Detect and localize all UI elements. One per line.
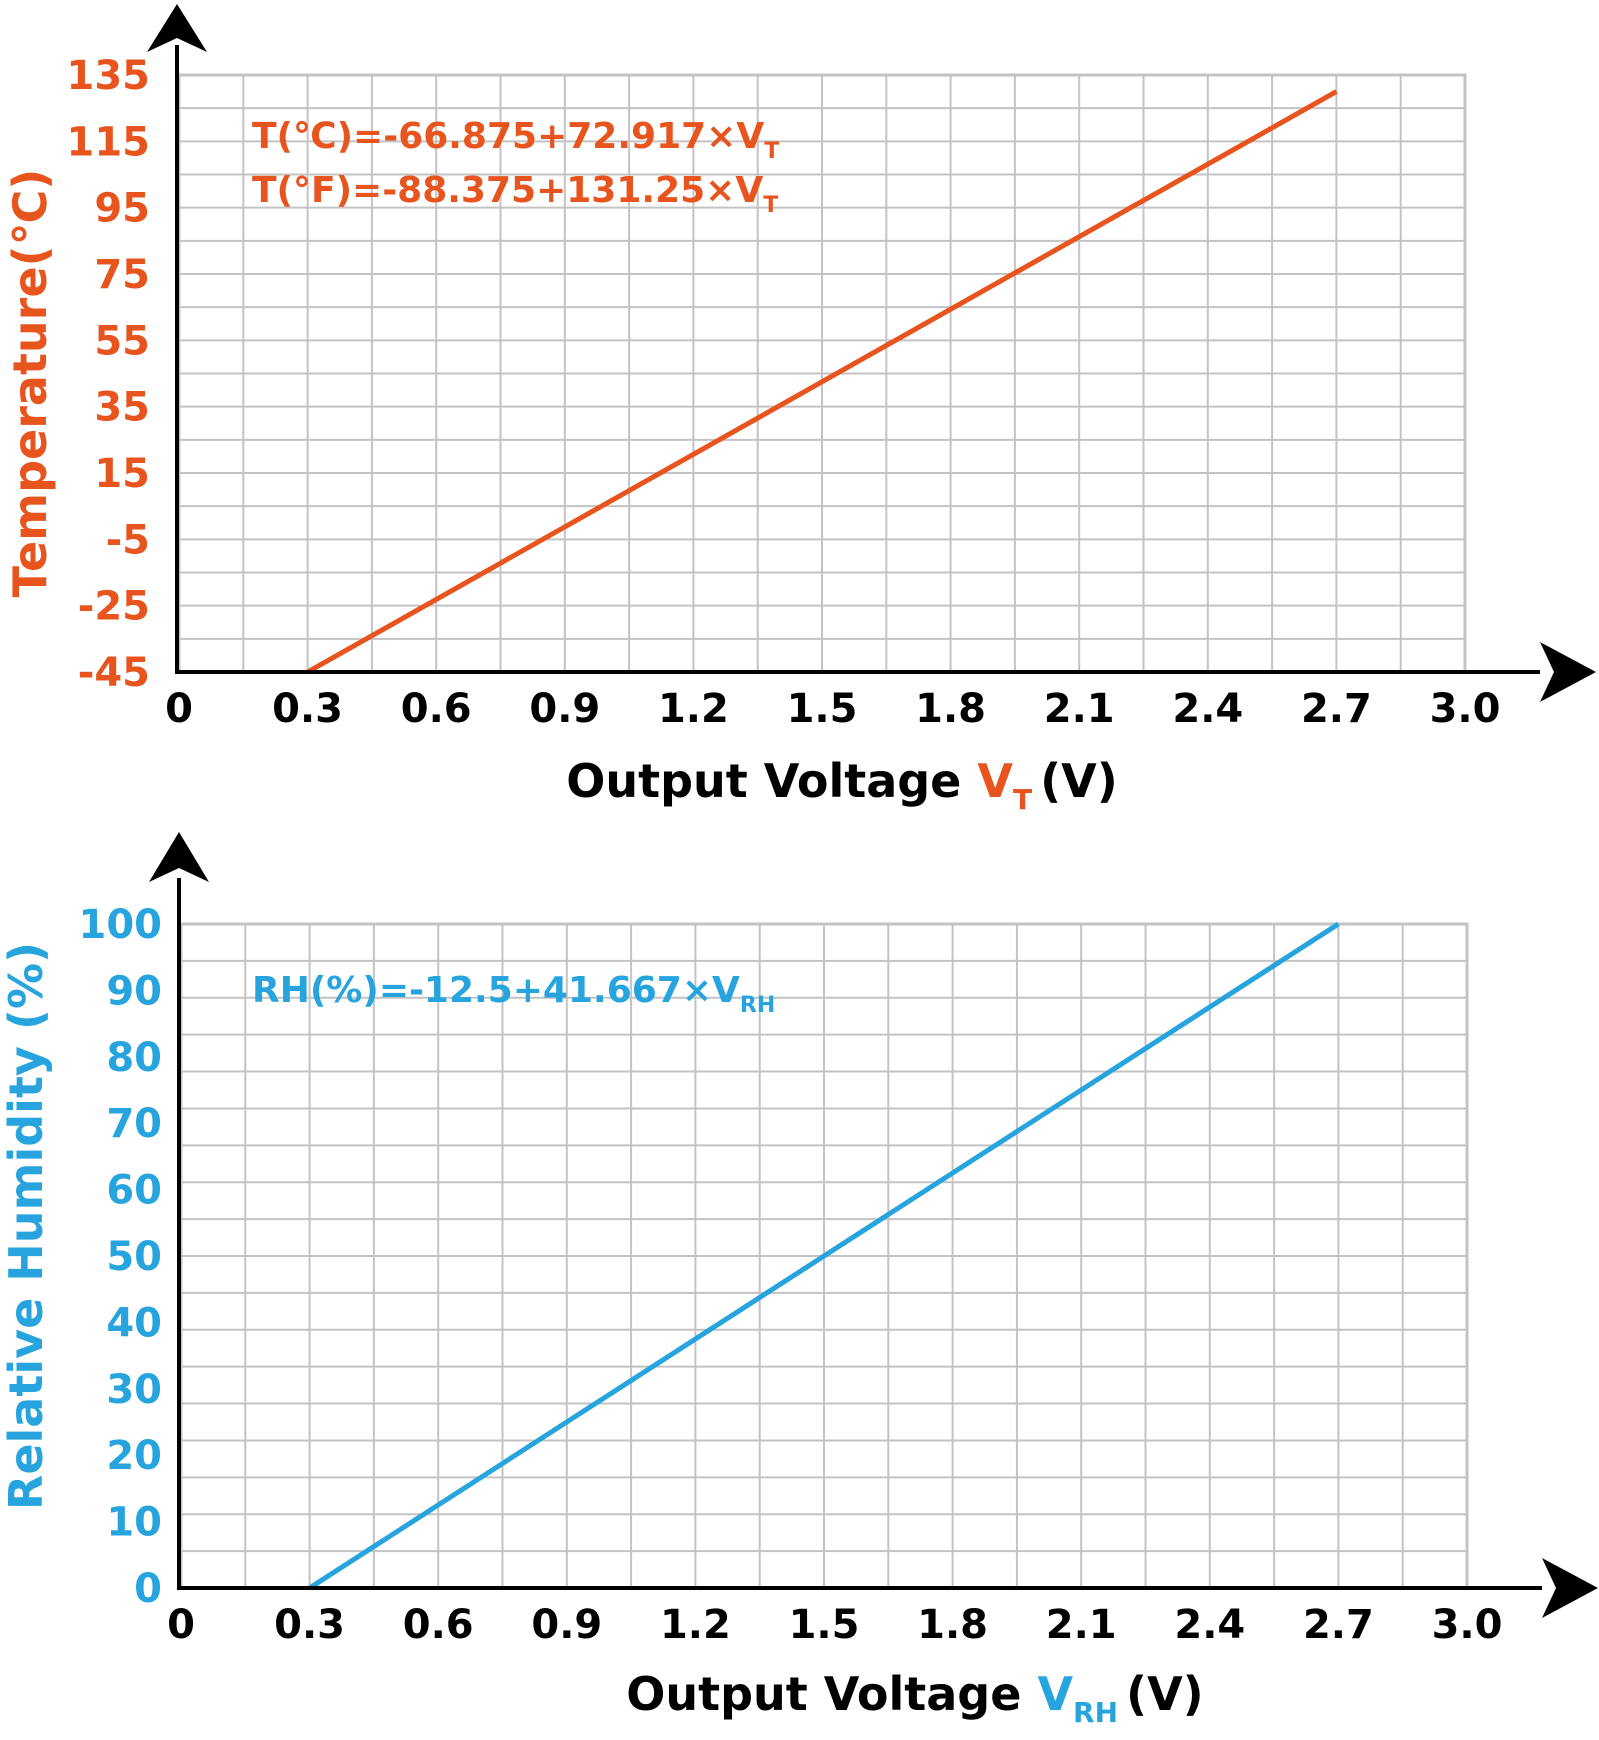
humidity-chart: 0 10 20 30 40 50 60 70 80 90 100 0 0.3 0.6 0.9 1.2 1.5 1… bbox=[0, 832, 1598, 1729]
temperature-y-ticks: -45 -25 -5 15 35 55 75 95 115 135 bbox=[67, 53, 151, 696]
temperature-x-ticks: 0 0.3 0.6 0.9 1.2 1.5 1.8 2.1 2.4 2.7 3.0 bbox=[165, 686, 1500, 732]
temperature-y-axis-label: Temperature(℃) bbox=[3, 169, 57, 598]
temperature-x-tick-label: 0.6 bbox=[401, 686, 472, 732]
temperature-y-tick-label: 15 bbox=[94, 451, 150, 497]
humidity-x-label-sub: RH bbox=[1073, 1696, 1118, 1729]
temperature-chart: -45 -25 -5 15 35 55 75 95 115 135 0 0.3 0.6 0.9 1.2 1.… bbox=[3, 4, 1596, 816]
humidity-y-tick-label: 0 bbox=[134, 1566, 162, 1612]
humidity-y-tick-label: 10 bbox=[106, 1500, 162, 1546]
humidity-x-tick-label: 1.2 bbox=[660, 1602, 731, 1648]
humidity-x-tick-label: 0.3 bbox=[274, 1602, 345, 1648]
temperature-y-tick-label: -5 bbox=[106, 517, 150, 563]
temperature-x-tick-label: 1.5 bbox=[787, 686, 858, 732]
humidity-axes bbox=[149, 832, 1598, 1618]
temperature-y-tick-label: 95 bbox=[94, 186, 150, 232]
temperature-y-tick-label: 115 bbox=[67, 119, 151, 165]
humidity-grid bbox=[181, 924, 1467, 1588]
temperature-annotation-2: T(°F)=-88.375+131.25×VT bbox=[252, 170, 778, 218]
humidity-x-tick-label: 0.6 bbox=[403, 1602, 474, 1648]
humidity-y-axis-label: Relative Humidity (%) bbox=[0, 942, 53, 1510]
humidity-x-label-var: V bbox=[1037, 1667, 1073, 1721]
humidity-y-tick-label: 50 bbox=[106, 1234, 162, 1280]
temperature-x-tick-label: 2.4 bbox=[1172, 686, 1243, 732]
humidity-y-tick-label: 30 bbox=[106, 1367, 162, 1413]
humidity-x-tick-label: 3.0 bbox=[1432, 1602, 1503, 1648]
temperature-x-axis-arrow bbox=[1540, 642, 1596, 702]
temperature-x-tick-label: 2.1 bbox=[1044, 686, 1115, 732]
humidity-annotation-1-sub: RH bbox=[740, 993, 775, 1018]
humidity-y-tick-label: 60 bbox=[106, 1168, 162, 1214]
humidity-annotation-1-main: RH(%)=-12.5+41.667×V bbox=[252, 970, 740, 1011]
temperature-y-tick-label: 35 bbox=[94, 385, 150, 431]
temperature-series-line bbox=[306, 89, 1338, 675]
temperature-annotation-1-main: T(℃)=-66.875+72.917×V bbox=[252, 116, 764, 157]
humidity-y-tick-label: 70 bbox=[106, 1101, 162, 1147]
temperature-y-axis-arrow bbox=[147, 4, 207, 52]
humidity-y-tick-label: 100 bbox=[79, 902, 163, 948]
temperature-x-tick-label: 1.2 bbox=[658, 686, 729, 732]
temperature-x-tick-label: 3.0 bbox=[1430, 686, 1501, 732]
temperature-annotation-1: T(℃)=-66.875+72.917×VT bbox=[252, 116, 779, 164]
temperature-x-label-unit: (V) bbox=[1040, 754, 1118, 808]
temperature-y-tick-label: 75 bbox=[94, 252, 150, 298]
humidity-y-tick-label: 90 bbox=[106, 968, 162, 1014]
temperature-x-label-var: V bbox=[977, 754, 1013, 808]
humidity-x-tick-label: 0.9 bbox=[531, 1602, 602, 1648]
humidity-x-tick-label: 1.5 bbox=[789, 1602, 860, 1648]
humidity-y-tick-label: 80 bbox=[106, 1035, 162, 1081]
temperature-y-tick-label: -25 bbox=[78, 584, 150, 630]
temperature-x-tick-label: 0 bbox=[165, 686, 193, 732]
humidity-x-label-text: Output Voltage bbox=[626, 1667, 1021, 1721]
humidity-x-axis-arrow bbox=[1542, 1558, 1598, 1618]
humidity-x-ticks: 0 0.3 0.6 0.9 1.2 1.5 1.8 2.1 2.4 2.7 3.0 bbox=[167, 1602, 1502, 1648]
humidity-x-tick-label: 2.1 bbox=[1046, 1602, 1117, 1648]
temperature-x-tick-label: 0.3 bbox=[272, 686, 343, 732]
temperature-annotation-2-sub: T bbox=[763, 193, 778, 218]
humidity-y-tick-label: 20 bbox=[106, 1433, 162, 1479]
temperature-x-tick-label: 0.9 bbox=[529, 686, 600, 732]
humidity-x-label-unit: (V) bbox=[1126, 1667, 1204, 1721]
temperature-x-label-text: Output Voltage bbox=[566, 754, 961, 808]
humidity-x-tick-label: 1.8 bbox=[917, 1602, 988, 1648]
humidity-x-axis-label: Output Voltage VRH (V) bbox=[626, 1667, 1203, 1729]
humidity-y-tick-label: 40 bbox=[106, 1300, 162, 1346]
temperature-x-axis-label: Output Voltage VT (V) bbox=[566, 754, 1118, 816]
humidity-y-ticks: 0 10 20 30 40 50 60 70 80 90 100 bbox=[79, 902, 163, 1612]
temperature-axes bbox=[147, 4, 1596, 702]
temperature-x-label-sub: T bbox=[1013, 783, 1032, 816]
temperature-series bbox=[306, 89, 1338, 675]
temperature-y-tick-label: 135 bbox=[67, 53, 151, 99]
temperature-y-tick-label: 55 bbox=[94, 318, 150, 364]
temperature-grid bbox=[179, 75, 1465, 672]
temperature-x-tick-label: 2.7 bbox=[1301, 686, 1372, 732]
humidity-y-axis-arrow bbox=[149, 832, 209, 882]
humidity-series-line bbox=[308, 921, 1340, 1591]
temperature-annotation-2-main: T(°F)=-88.375+131.25×V bbox=[252, 170, 763, 211]
humidity-series bbox=[308, 921, 1340, 1591]
temperature-y-tick-label: -45 bbox=[78, 650, 150, 696]
humidity-x-tick-label: 2.4 bbox=[1174, 1602, 1245, 1648]
humidity-annotation-1: RH(%)=-12.5+41.667×VRH bbox=[252, 970, 775, 1018]
humidity-x-tick-label: 2.7 bbox=[1303, 1602, 1374, 1648]
temperature-annotation-1-sub: T bbox=[764, 139, 779, 164]
temperature-x-tick-label: 1.8 bbox=[915, 686, 986, 732]
humidity-x-tick-label: 0 bbox=[167, 1602, 195, 1648]
